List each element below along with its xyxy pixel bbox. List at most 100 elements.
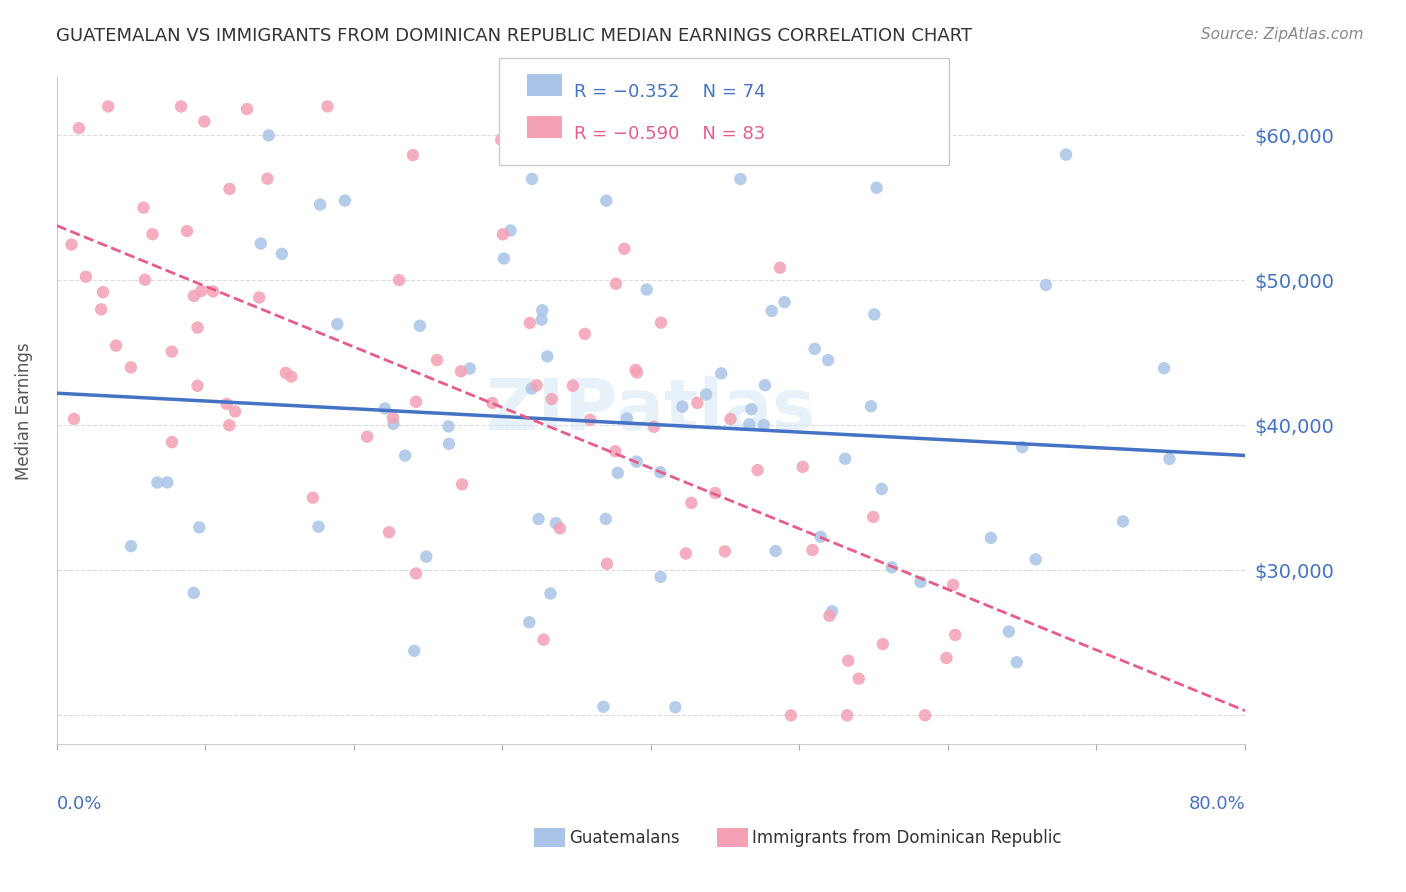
Point [626, 366, 648, 380]
Point [188, 520, 211, 534]
Point [374, 401, 396, 416]
Point [664, 700, 686, 714]
Point [382, 417, 405, 431]
Point [848, 672, 870, 686]
Point [308, 519, 330, 533]
Point [517, 615, 540, 630]
Text: GUATEMALAN VS IMMIGRANTS FROM DOMINICAN REPUBLIC MEDIAN EARNINGS CORRELATION CHA: GUATEMALAN VS IMMIGRANTS FROM DOMINICAN … [56, 27, 973, 45]
Text: Guatemalans: Guatemalans [569, 829, 681, 847]
Point [544, 516, 567, 531]
Point [437, 419, 460, 434]
Point [404, 644, 426, 658]
Text: ZIPatlas: ZIPatlas [485, 376, 815, 445]
Point [176, 224, 198, 238]
Point [720, 412, 742, 426]
Point [681, 496, 703, 510]
Point [533, 632, 555, 647]
Point [60, 237, 83, 252]
Point [458, 361, 481, 376]
Point [170, 99, 193, 113]
Point [561, 378, 583, 392]
Point [202, 285, 225, 299]
Point [236, 102, 259, 116]
Point [218, 418, 240, 433]
Point [450, 364, 472, 378]
Point [415, 549, 437, 564]
Point [596, 557, 619, 571]
Point [224, 404, 246, 418]
Point [437, 437, 460, 451]
Point [730, 172, 752, 186]
Point [1011, 440, 1033, 454]
Point [402, 148, 425, 162]
Point [186, 320, 208, 334]
Point [675, 546, 697, 560]
Point [792, 459, 814, 474]
Point [740, 402, 762, 417]
Point [942, 578, 965, 592]
Point [451, 477, 474, 491]
Point [880, 560, 903, 574]
Point [606, 466, 628, 480]
Point [997, 624, 1019, 639]
Point [530, 312, 553, 326]
Point [183, 289, 205, 303]
Point [481, 396, 503, 410]
Text: R = −0.352    N = 74: R = −0.352 N = 74 [574, 83, 765, 101]
Point [105, 338, 128, 352]
Point [710, 367, 733, 381]
Point [754, 378, 776, 392]
Point [865, 180, 887, 194]
Point [499, 223, 522, 237]
Point [316, 99, 339, 113]
Point [190, 284, 212, 298]
Point [309, 197, 332, 211]
Point [704, 486, 727, 500]
Point [935, 651, 957, 665]
Point [531, 303, 554, 318]
Point [980, 531, 1002, 545]
Point [193, 114, 215, 128]
Point [160, 344, 183, 359]
Point [333, 194, 356, 208]
Point [405, 394, 427, 409]
Point [613, 242, 636, 256]
Point [492, 252, 515, 266]
Point [686, 396, 709, 410]
Point [274, 366, 297, 380]
Point [837, 654, 859, 668]
Point [818, 608, 841, 623]
Point [280, 369, 302, 384]
Point [779, 708, 801, 723]
Point [160, 435, 183, 450]
Point [738, 417, 761, 432]
Point [520, 172, 543, 186]
Point [183, 586, 205, 600]
Point [520, 382, 543, 396]
Text: Source: ZipAtlas.com: Source: ZipAtlas.com [1201, 27, 1364, 42]
Point [834, 451, 856, 466]
Point [626, 455, 648, 469]
Point [650, 316, 672, 330]
Point [574, 326, 596, 341]
Point [90, 302, 112, 317]
Point [810, 530, 832, 544]
Point [394, 449, 416, 463]
Point [141, 227, 163, 242]
Point [579, 413, 602, 427]
Point [75, 269, 97, 284]
Point [256, 171, 278, 186]
Point [215, 397, 238, 411]
Point [862, 510, 884, 524]
Point [1035, 278, 1057, 293]
Point [382, 410, 405, 425]
Text: R = −0.590    N = 83: R = −0.590 N = 83 [574, 125, 765, 143]
Point [1112, 515, 1135, 529]
Point [605, 444, 627, 458]
Point [643, 419, 665, 434]
Point [146, 475, 169, 490]
Point [186, 379, 208, 393]
Point [752, 417, 775, 432]
Point [650, 465, 672, 479]
Point [132, 201, 155, 215]
